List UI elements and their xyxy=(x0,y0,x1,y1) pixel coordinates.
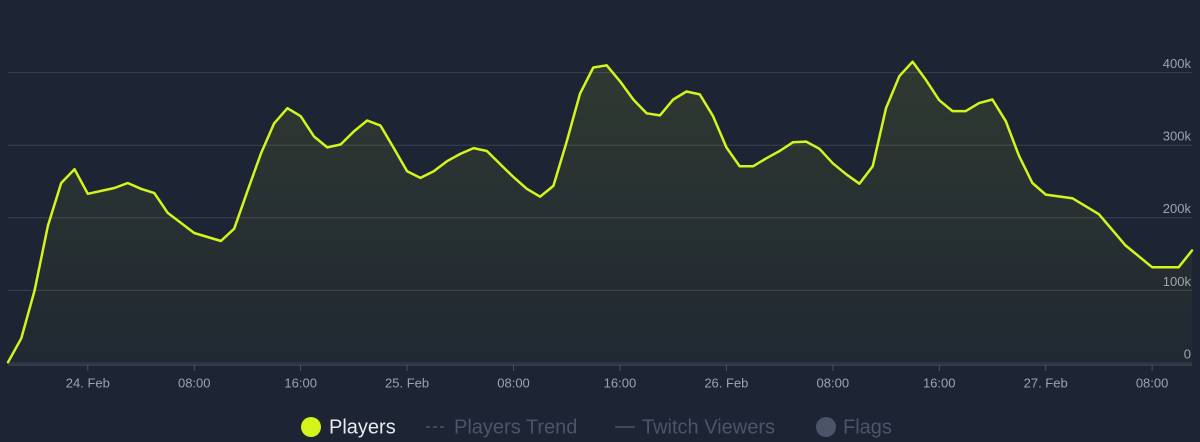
x-tick-label: 16:00 xyxy=(923,375,956,390)
y-tick-label: 300k xyxy=(1163,129,1192,144)
legend-label: Twitch Viewers xyxy=(642,416,775,438)
legend-item[interactable]: Twitch Viewers xyxy=(615,416,775,438)
legend-item[interactable]: Flags xyxy=(816,416,892,438)
legend-item[interactable]: Players Trend xyxy=(426,416,577,438)
x-tick-label: 26. Feb xyxy=(704,375,748,390)
x-tick-label: 27. Feb xyxy=(1024,375,1068,390)
x-tick-label: 16:00 xyxy=(604,375,637,390)
x-tick-label: 08:00 xyxy=(178,375,211,390)
legend-label: Flags xyxy=(843,416,892,438)
x-tick-label: 24. Feb xyxy=(66,375,110,390)
series-line xyxy=(6,60,1194,364)
x-tick-label: 08:00 xyxy=(1136,375,1169,390)
y-tick-label: 400k xyxy=(1163,56,1192,71)
legend-marker xyxy=(301,417,321,437)
legend-item[interactable]: Players xyxy=(301,416,396,438)
legend-marker xyxy=(816,417,836,437)
area-fill xyxy=(8,61,1192,363)
x-tick-label: 16:00 xyxy=(284,375,317,390)
legend-label: Players xyxy=(329,416,396,438)
x-tick-label: 08:00 xyxy=(497,375,530,390)
x-tick-label: 25. Feb xyxy=(385,375,429,390)
y-tick-label: 200k xyxy=(1163,201,1192,216)
legend-label: Players Trend xyxy=(454,416,577,438)
x-tick-label: 08:00 xyxy=(817,375,850,390)
